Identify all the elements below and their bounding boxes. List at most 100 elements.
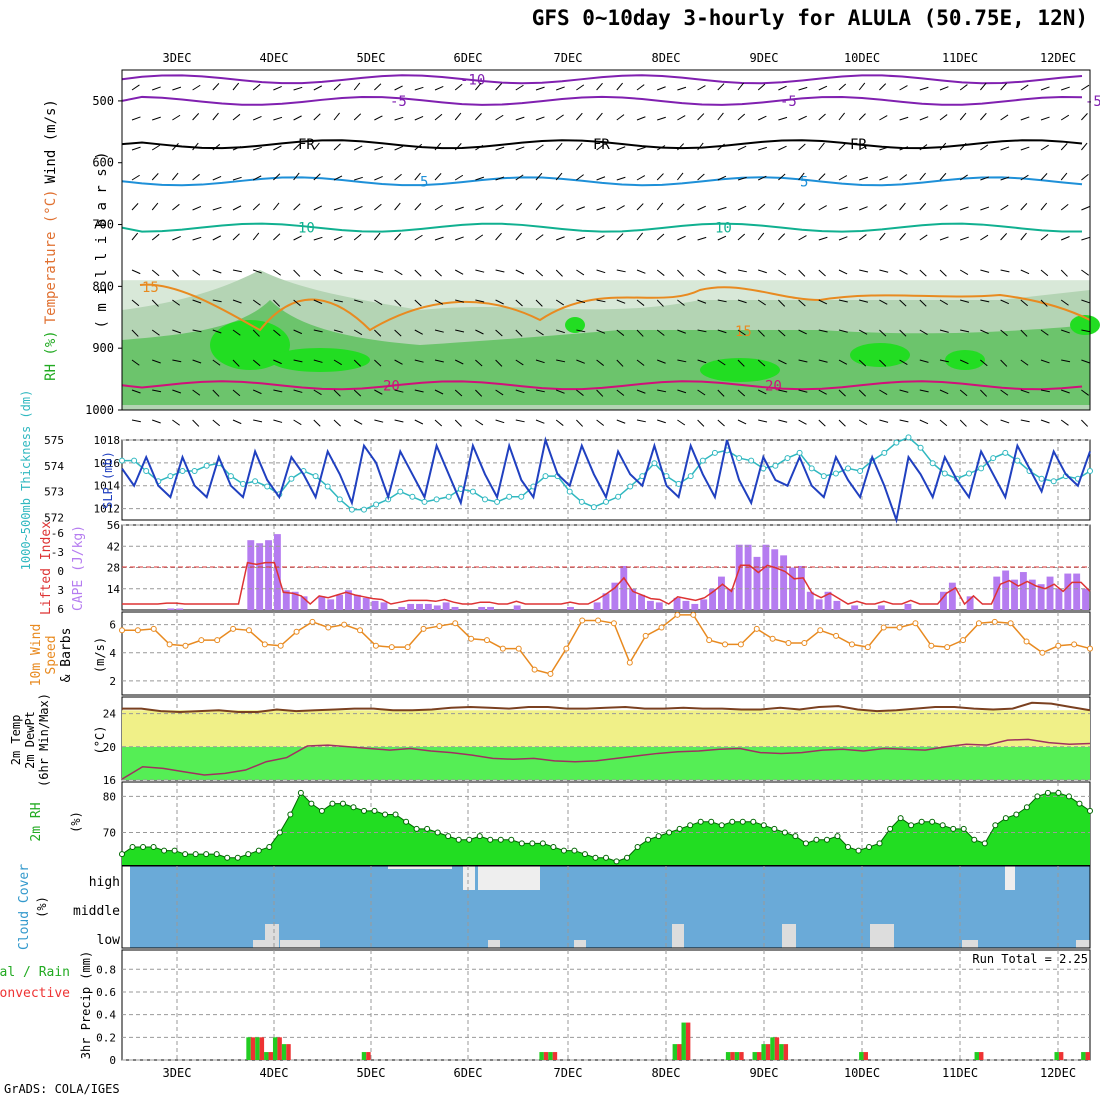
wind-barb [657,419,666,424]
wind-barb [172,236,181,241]
rh-line-point-43 [571,847,578,854]
thickness-line-point-17 [324,483,331,490]
cape-bar-80 [833,600,841,610]
wind-barb [636,329,644,337]
wind-barb [858,359,867,367]
bottom-day-0: 3DEC [163,1066,192,1080]
wind-barb [151,202,159,211]
thickness-line-point-52 [748,457,755,464]
wind-barb [556,359,566,363]
wind-barb [818,299,828,305]
wind-barb [555,419,564,426]
wind-barb [616,329,625,336]
wind-barb [778,116,788,121]
wind-barb [778,329,786,337]
wind-speed-line-point-17 [388,644,395,651]
wind-barb [172,86,182,91]
cape-bar-73 [771,549,779,610]
cloud-cover-area [130,866,1090,948]
thickness-line-point-54 [772,462,779,469]
wind-barb [980,359,988,367]
wind-barb [353,113,362,121]
wind-barb [374,203,382,211]
rh-line-point-10 [224,854,231,861]
thickness-line-point-38 [578,498,585,505]
cape-bar-19 [291,591,299,610]
wind-barb [434,359,444,363]
wind-barb [636,232,644,241]
wind-barb [131,419,141,423]
wind-barb [939,329,949,333]
top-day-2: 5DEC [357,51,386,65]
wind-barb [1081,269,1090,276]
wind-barb [879,146,889,151]
wind-barb [172,269,180,277]
wind-barb [515,419,525,423]
wind-barb [252,175,262,181]
wind-barb [576,206,585,211]
wind-barb [677,115,686,121]
thickness-line-point-35 [542,473,549,480]
thickness-line-point-0 [119,457,125,464]
thickness-line-point-42 [627,483,634,490]
thickness-line-point-58 [820,473,827,480]
wind-barb [980,112,987,121]
cape-bar-16 [265,540,272,610]
wind-barb [576,112,583,121]
wind-barb [495,204,504,211]
wind-barb [1060,419,1069,426]
thickness-line-point-6 [191,467,198,474]
precip-conv-bar-68 [730,1052,735,1060]
rh-band-90-6 [1070,315,1100,335]
rh-band-90-4 [850,343,910,367]
rh-line-point-23 [361,807,367,814]
thickness-line-point-68 [941,470,948,477]
wind-barb [192,142,199,151]
top-day-3: 6DEC [454,51,483,65]
wind-speed-line-point-14 [341,621,348,628]
rh-line-point-7 [192,851,199,858]
cape-bar-53 [593,602,601,610]
slp-line [121,436,1091,524]
contour-label-0-0: -10 [460,72,485,88]
wind-barb [1040,359,1050,364]
wind-barb [273,233,281,241]
dewpt-line [121,738,1091,780]
temp-ytick-1: 20 [103,741,116,754]
rh-band-90-5 [945,350,985,370]
wind-barb [939,236,949,241]
wind-speed-line-point-53 [960,637,967,644]
wind-barb [778,233,786,241]
wind-barb [252,389,262,395]
wind-barb [858,82,866,91]
wind-speed-line-point-59 [1055,642,1062,649]
wind-barb [596,329,606,334]
contour-label-1-1: -5 [780,94,797,110]
thickness-line-point-11 [252,478,259,485]
wind-barb [899,389,909,393]
wind-barb [515,232,522,241]
wind-barb [596,235,605,241]
precip-conv-bar-18 [286,1044,291,1060]
lifted-ytick-1: -3 [51,546,64,559]
wind-barb [980,234,989,241]
rh-line-point-70 [855,847,862,854]
wind-barb [616,359,624,367]
wind-barb [1061,86,1070,91]
wind-barb [757,299,766,306]
wind-barb [980,299,990,303]
wind-barb [677,203,685,211]
wind-barb [172,389,182,394]
wind-ytick-0: 2 [109,675,116,688]
wind-barb [515,299,523,307]
wind-barb [414,299,422,307]
wind-barb [798,86,808,91]
wind-barb [414,115,424,121]
wind-barb [939,204,948,211]
wind-speed-line-point-25 [515,645,522,652]
wind-barb [778,173,786,181]
wind-barb [555,299,564,306]
temp-contour-15 [139,283,1091,332]
thickness-line-point-39 [590,504,597,511]
